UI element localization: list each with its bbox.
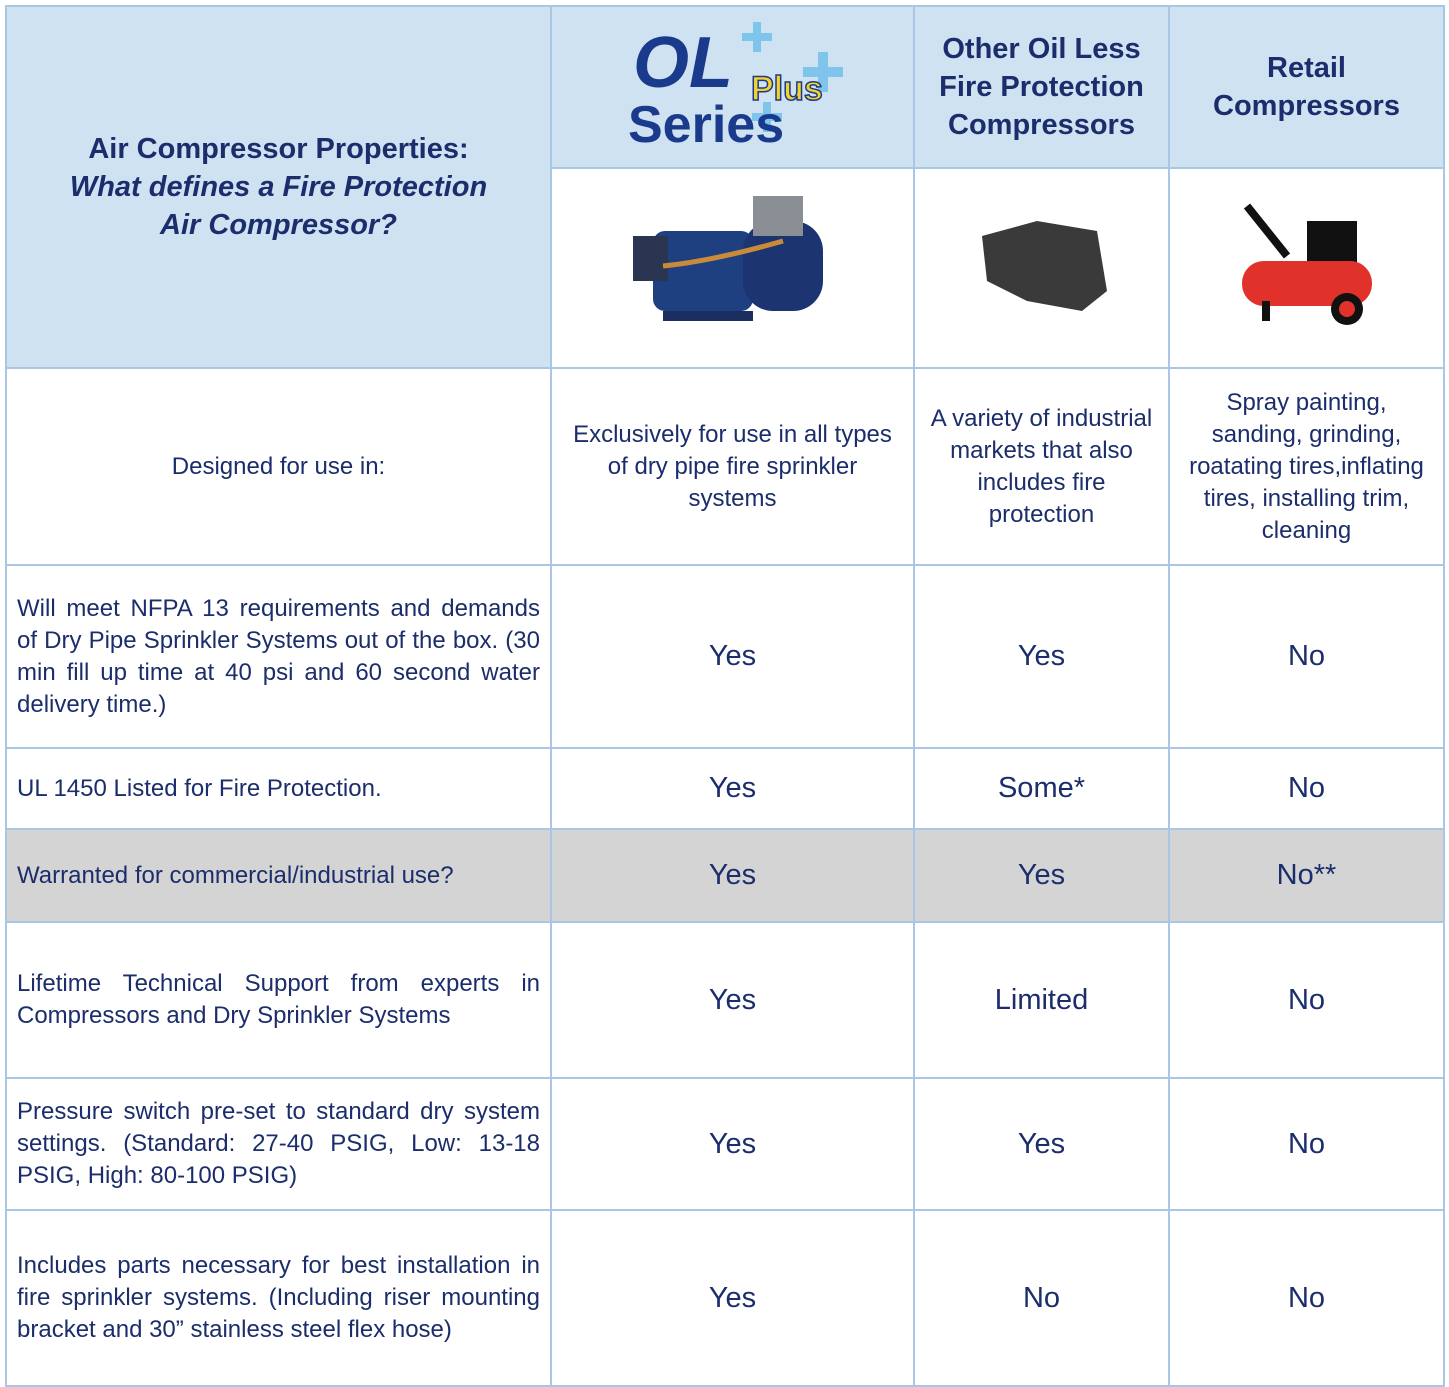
other-compressor-image xyxy=(981,220,1107,311)
retail-compressor-image xyxy=(1241,203,1372,325)
property-value: Yes xyxy=(913,564,1170,749)
ol-compressor-image xyxy=(632,195,823,321)
column-header: Retail Compressors xyxy=(1168,5,1445,169)
logo-cell: OL Plus Series xyxy=(550,5,915,169)
property-value: Yes xyxy=(550,564,915,749)
table-row: Will meet NFPA 13 requirements and deman… xyxy=(5,564,1445,749)
property-label: Will meet NFPA 13 requirements and deman… xyxy=(5,564,552,749)
image-cell xyxy=(913,167,1170,369)
table-row: UL 1450 Listed for Fire Protection. Yes So… xyxy=(5,747,1445,830)
comparison-table: Air Compressor Properties: What defines … xyxy=(5,5,1445,1387)
table-row: Warranted for commercial/industrial use?… xyxy=(5,828,1445,923)
property-value: Yes xyxy=(550,1209,915,1387)
property-value: Yes xyxy=(913,1077,1170,1211)
property-value: Limited xyxy=(913,921,1170,1079)
property-value: Yes xyxy=(550,1077,915,1211)
header-subtitle: What defines a Fire Protection Air Compr… xyxy=(69,171,488,241)
logo-crosses xyxy=(741,22,843,132)
property-label: Pressure switch pre-set to standard dry … xyxy=(5,1077,552,1211)
property-value: No xyxy=(913,1209,1170,1387)
property-label: Lifetime Technical Support from experts … xyxy=(5,921,552,1079)
property-value: No** xyxy=(1168,828,1445,923)
property-value: Some* xyxy=(913,747,1170,830)
property-label: Includes parts necessary for best instal… xyxy=(5,1209,552,1387)
property-value: No xyxy=(1168,1077,1445,1211)
property-value: Spray painting, sanding, grinding, roata… xyxy=(1168,367,1445,566)
header-cell: Air Compressor Properties: What defines … xyxy=(5,5,552,369)
table-row: Designed for use in: Exclusively for use … xyxy=(5,367,1445,566)
property-value: Exclusively for use in all types of dry … xyxy=(550,367,915,566)
property-value: Yes xyxy=(550,747,915,830)
property-value: No xyxy=(1168,921,1445,1079)
table-row: Includes parts necessary for best instal… xyxy=(5,1209,1445,1387)
table-row: Pressure switch pre-set to standard dry … xyxy=(5,1077,1445,1211)
image-cell xyxy=(550,167,915,369)
logo-main: OL xyxy=(633,23,733,103)
image-cell xyxy=(1168,167,1445,369)
property-value: No xyxy=(1168,747,1445,830)
property-value: Yes xyxy=(913,828,1170,923)
table-row: Lifetime Technical Support from experts … xyxy=(5,921,1445,1079)
logo-series: Series xyxy=(628,96,784,152)
property-value: A variety of industrial markets that als… xyxy=(913,367,1170,566)
column-header: Other Oil Less Fire Protection Compresso… xyxy=(913,5,1170,169)
property-value: No xyxy=(1168,1209,1445,1387)
property-label: UL 1450 Listed for Fire Protection. xyxy=(5,747,552,830)
property-value: Yes xyxy=(550,921,915,1079)
ol-series-logo: OL Plus Series xyxy=(628,22,843,154)
property-value: Yes xyxy=(550,828,915,923)
property-label: Designed for use in: xyxy=(5,367,552,566)
logo-badge: Plus xyxy=(751,70,823,108)
property-value: No xyxy=(1168,564,1445,749)
property-label: Warranted for commercial/industrial use? xyxy=(5,828,552,923)
header-title: Air Compressor Properties: xyxy=(88,133,469,165)
